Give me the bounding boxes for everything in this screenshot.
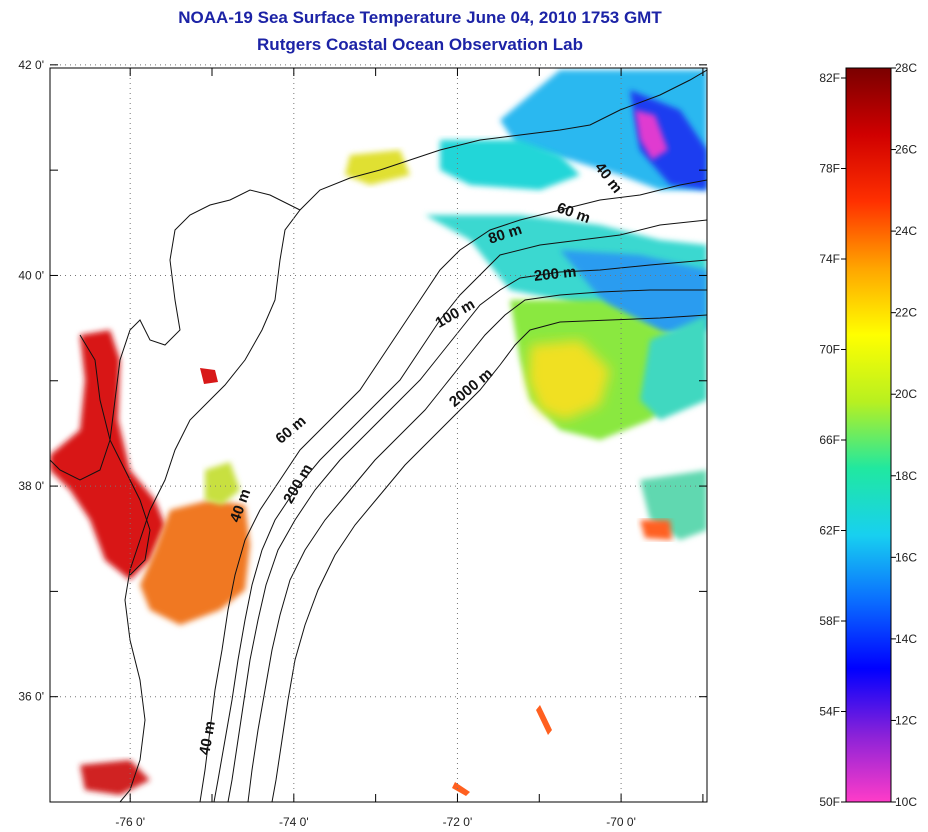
fahrenheit-label: 58F [819,614,840,628]
celsius-label: 14C [895,632,917,646]
inner-coast [50,189,301,481]
celsius-label: 18C [895,469,917,483]
sst-patch-ne-right [640,315,707,420]
lon-tick-label: -76 0' [115,815,145,829]
sst-patch-filament-2 [452,782,470,796]
celsius-label: 16C [895,550,917,564]
sst-patch-li-sound [440,140,580,190]
bathy-40m [199,179,707,802]
lat-tick-label: 36 0' [18,690,44,704]
sst-patch-magenta [635,110,668,160]
contour-label: 200 m [533,263,577,284]
bathy-60m [213,219,707,802]
lon-tick-label: -70 0' [606,815,636,829]
lat-tick-label: 38 0' [18,479,44,493]
fahrenheit-label: 62F [819,524,840,538]
fahrenheit-label: 50F [819,795,840,809]
fahrenheit-label: 66F [819,433,840,447]
chart-title: NOAA-19 Sea Surface Temperature June 04,… [178,8,662,27]
contour-label: 2000 m [446,365,496,411]
sst-patch-chesapeake [50,330,165,580]
fahrenheit-label: 54F [819,705,840,719]
contour-label: 40 m [196,720,219,757]
lon-tick-label: -72 0' [443,815,473,829]
sst-imagery [50,70,707,796]
celsius-label: 26C [895,143,917,157]
lat-tick-label: 40 0' [18,268,44,282]
bathy-200m [247,289,707,802]
celsius-label: 28C [895,61,917,75]
fahrenheit-label: 78F [819,162,840,176]
sst-patch-sounds [80,760,150,795]
celsius-label: 12C [895,713,917,727]
sst-patch-shelf-yellow [205,462,240,505]
fahrenheit-label: 82F [819,71,840,85]
chart-subtitle: Rutgers Coastal Ocean Observation Lab [257,35,583,54]
sst-patch-slope-blue [560,250,707,335]
fahrenheit-label: 74F [819,252,840,266]
map-ticks: 42 0' 40 0' 38 0' 36 0' -76 0' -74 0' -72 0' -7… [18,58,707,829]
fahrenheit-label: 70F [819,343,840,357]
bay-shore [79,334,151,576]
coastline-and-contours [50,69,707,802]
map-frame [49,67,708,803]
contour-label: 60 m [272,412,309,447]
temperature-colorbar: 28C 26C 24C 22C 20C 18C 16C 14C 12C 10C 82F 78F 74F 7… [819,61,917,809]
colorbar-gradient [845,67,892,803]
celsius-label: 22C [895,306,917,320]
bathy-100m [227,259,707,802]
sst-patch-delaware [200,368,218,384]
sst-patch-se-orange [640,520,672,540]
bathy-2000m [271,314,707,802]
coastline [119,69,707,802]
lon-tick-label: -74 0' [279,815,309,829]
sst-patch-shelf-orange [140,500,250,625]
sst-patch-warm-eddy [528,340,610,420]
celsius-label: 24C [895,224,917,238]
celsius-label: 20C [895,387,917,401]
contour-label: 200 m [280,461,316,506]
sst-patch-li-warm [345,150,410,185]
sst-patch-filament-1 [536,705,552,735]
lat-tick-label: 42 0' [18,58,44,72]
celsius-label: 10C [895,795,917,809]
